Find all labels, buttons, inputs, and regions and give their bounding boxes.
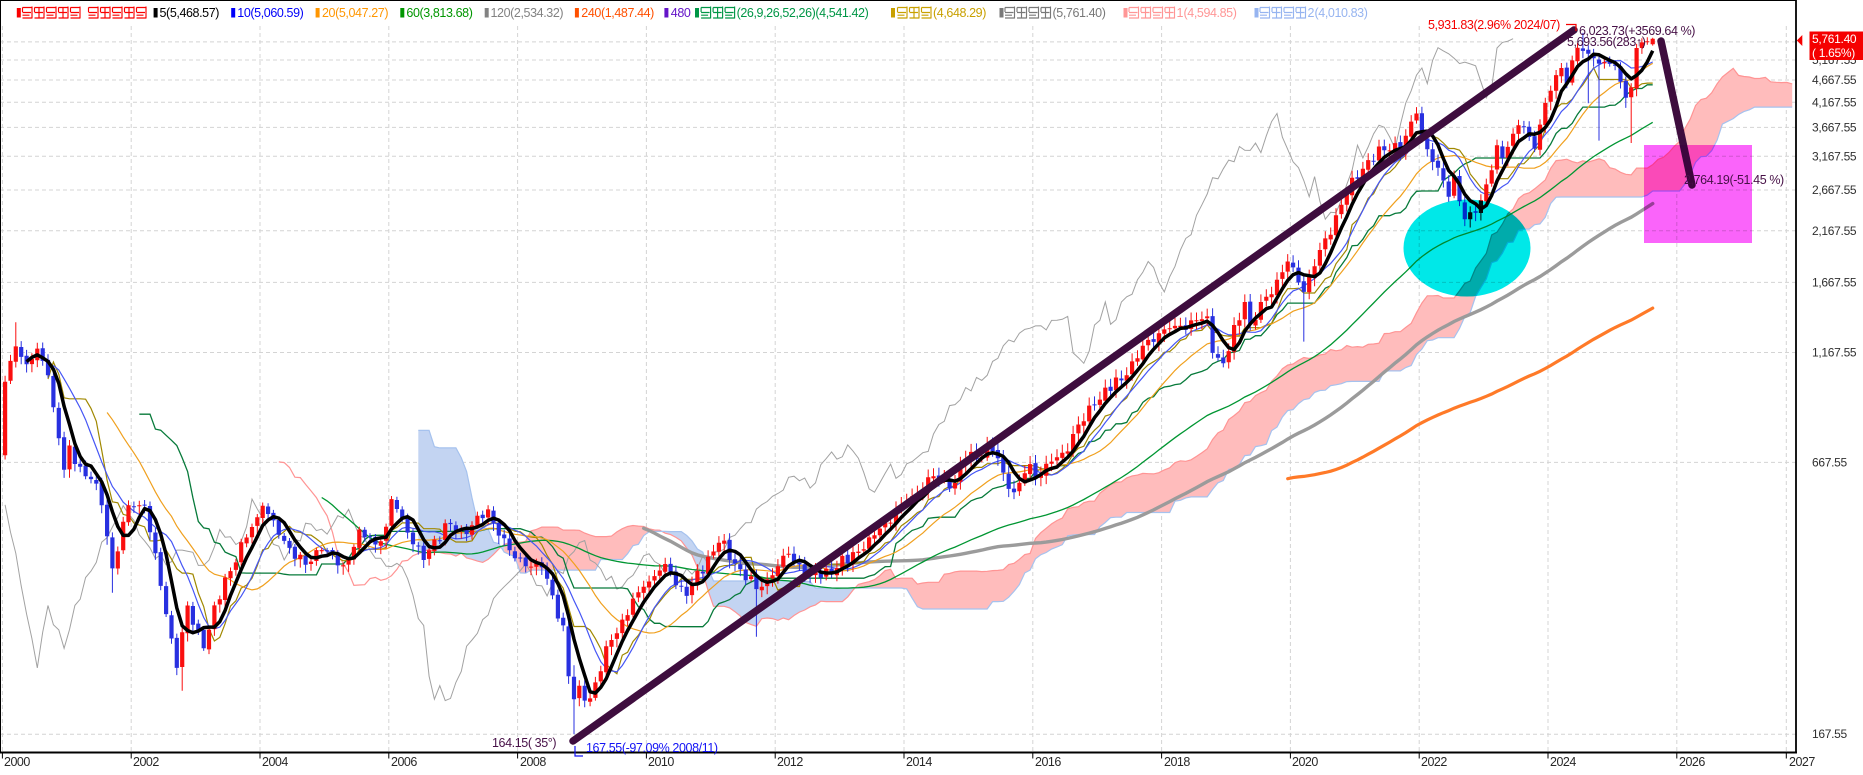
svg-text:( 1.65%): ( 1.65%) — [1812, 46, 1855, 60]
svg-text:5,931.83(2.96% 2024/07): 5,931.83(2.96% 2024/07) — [1428, 18, 1560, 32]
svg-text:1,667.55: 1,667.55 — [1812, 275, 1857, 289]
svg-text:(4,594.85): (4,594.85) — [1184, 6, 1237, 20]
svg-text:(4,010.83): (4,010.83) — [1315, 6, 1368, 20]
svg-text:3,667.55: 3,667.55 — [1812, 120, 1857, 134]
svg-text:10(5,060.59): 10(5,060.59) — [237, 6, 303, 20]
svg-text:667.55: 667.55 — [1812, 455, 1848, 469]
svg-text:167.55(-97.09% 2008/11): 167.55(-97.09% 2008/11) — [586, 741, 718, 755]
svg-text:1: 1 — [1177, 6, 1184, 20]
svg-text:(26,9,26,52,26)(4,541.42): (26,9,26,52,26)(4,541.42) — [737, 6, 869, 20]
svg-text:2018: 2018 — [1164, 755, 1190, 769]
svg-text:5,693.56(283↑): 5,693.56(283↑) — [1567, 35, 1646, 49]
svg-text:4,167.55: 4,167.55 — [1812, 95, 1857, 109]
svg-text:2026: 2026 — [1679, 755, 1705, 769]
svg-text:2004: 2004 — [262, 755, 288, 769]
svg-text:20(5,047.27): 20(5,047.27) — [322, 6, 388, 20]
svg-text:2,667.55: 2,667.55 — [1812, 183, 1857, 197]
svg-text:480: 480 — [671, 6, 691, 20]
svg-text:2027: 2027 — [1789, 755, 1815, 769]
svg-text:2002: 2002 — [133, 755, 159, 769]
svg-text:167.55: 167.55 — [1812, 727, 1848, 741]
svg-text:4,667.55: 4,667.55 — [1812, 73, 1857, 87]
svg-text:60(3,813.68): 60(3,813.68) — [406, 6, 472, 20]
svg-text:2022: 2022 — [1421, 755, 1447, 769]
svg-text:5,761.40: 5,761.40 — [1812, 32, 1857, 46]
svg-text:2008: 2008 — [520, 755, 546, 769]
svg-text:2014: 2014 — [906, 755, 932, 769]
svg-text:(4,648.29): (4,648.29) — [933, 6, 986, 20]
svg-text:240(1,487.44): 240(1,487.44) — [581, 6, 654, 20]
svg-text:2010: 2010 — [648, 755, 674, 769]
svg-text:5(5,468.57): 5(5,468.57) — [160, 6, 220, 20]
svg-text:(5,761.40): (5,761.40) — [1053, 6, 1106, 20]
svg-text:2006: 2006 — [391, 755, 417, 769]
svg-text:2024: 2024 — [1550, 755, 1576, 769]
svg-text:2,167.55: 2,167.55 — [1812, 224, 1857, 238]
svg-text:2016: 2016 — [1035, 755, 1061, 769]
svg-text:120(2,534.32): 120(2,534.32) — [491, 6, 564, 20]
svg-text:2000: 2000 — [4, 755, 30, 769]
svg-text:2: 2 — [1308, 6, 1315, 20]
svg-text:164.15( 35°): 164.15( 35°) — [492, 736, 556, 750]
svg-text:2020: 2020 — [1292, 755, 1318, 769]
svg-text:2012: 2012 — [777, 755, 803, 769]
svg-text:2,764.19(-51.45 %): 2,764.19(-51.45 %) — [1684, 173, 1784, 187]
svg-text:1,167.55: 1,167.55 — [1812, 346, 1857, 360]
svg-text:3,167.55: 3,167.55 — [1812, 149, 1857, 163]
